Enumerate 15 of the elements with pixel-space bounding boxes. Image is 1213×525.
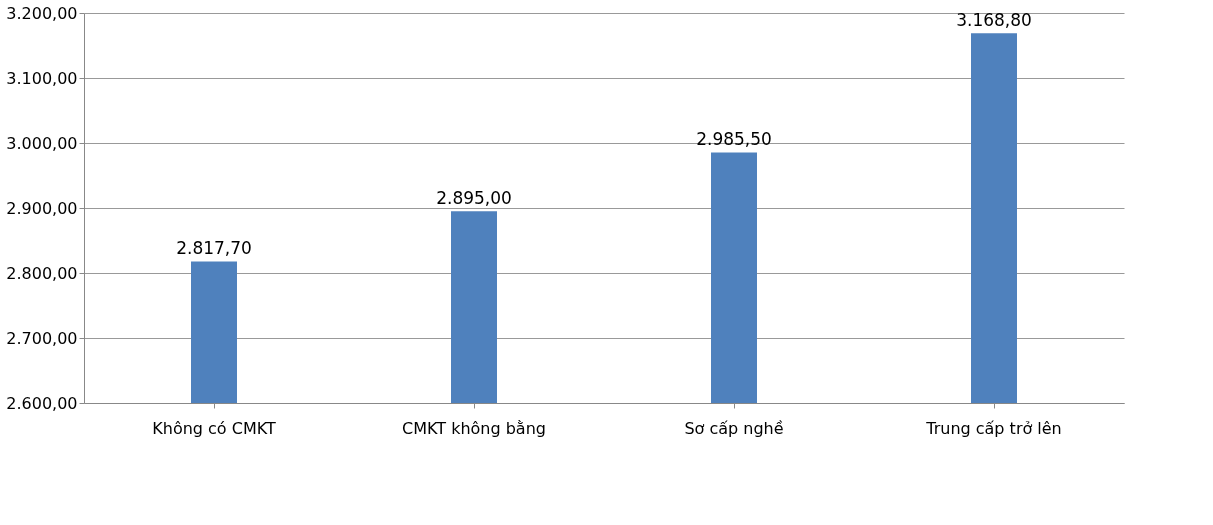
y-tick-label: 3.200,00	[6, 3, 78, 23]
data-label: 3.168,80	[956, 10, 1032, 31]
y-tick-label: 2.800,00	[6, 263, 78, 283]
data-label: 2.985,50	[696, 129, 772, 150]
x-tick-label: Sơ cấp nghề	[684, 418, 784, 438]
y-tick-label: 2.600,00	[6, 393, 78, 413]
data-label: 2.817,70	[176, 238, 252, 259]
x-tick-label: Trung cấp trở lên	[925, 418, 1062, 438]
data-label: 2.895,00	[436, 188, 512, 209]
y-tick-label: 3.100,00	[6, 68, 78, 88]
x-tick-label: Không có CMKT	[152, 418, 276, 438]
y-tick-label: 2.900,00	[6, 198, 78, 218]
x-tick-label: CMKT không bằng	[402, 418, 546, 438]
y-tick-label: 2.700,00	[6, 328, 78, 348]
y-tick-label: 3.000,00	[6, 133, 78, 153]
